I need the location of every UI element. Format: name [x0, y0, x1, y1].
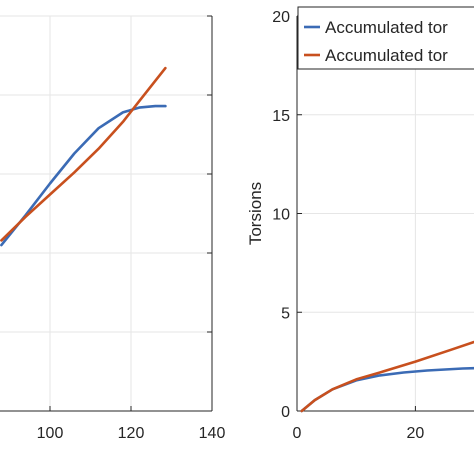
x-tick-label: 20 [407, 425, 425, 442]
x-tick-label: 140 [199, 425, 226, 442]
legend: Accumulated tor Accumulated tor [297, 6, 474, 70]
x-tick-label: 100 [37, 425, 64, 442]
legend-label-2: Accumulated tor [325, 46, 448, 65]
legend-box [297, 6, 474, 70]
x-tick-label: 120 [118, 425, 145, 442]
legend-label-1: Accumulated tor [325, 18, 448, 37]
y-tick-label: 0 [281, 404, 290, 421]
x-tick-label: 0 [293, 425, 302, 442]
y-tick-label: 20 [272, 9, 290, 26]
left-chart: 100 120 140 [0, 15, 226, 442]
series-line-1 [300, 366, 474, 413]
y-tick-label: 10 [272, 207, 290, 224]
series-line-1 [0, 104, 167, 247]
series-line-2 [300, 340, 474, 413]
y-tick-label: 5 [281, 305, 290, 322]
y-tick-label: 15 [272, 108, 290, 125]
series-line-2 [0, 66, 167, 242]
y-axis-label: Torsions [246, 182, 265, 245]
